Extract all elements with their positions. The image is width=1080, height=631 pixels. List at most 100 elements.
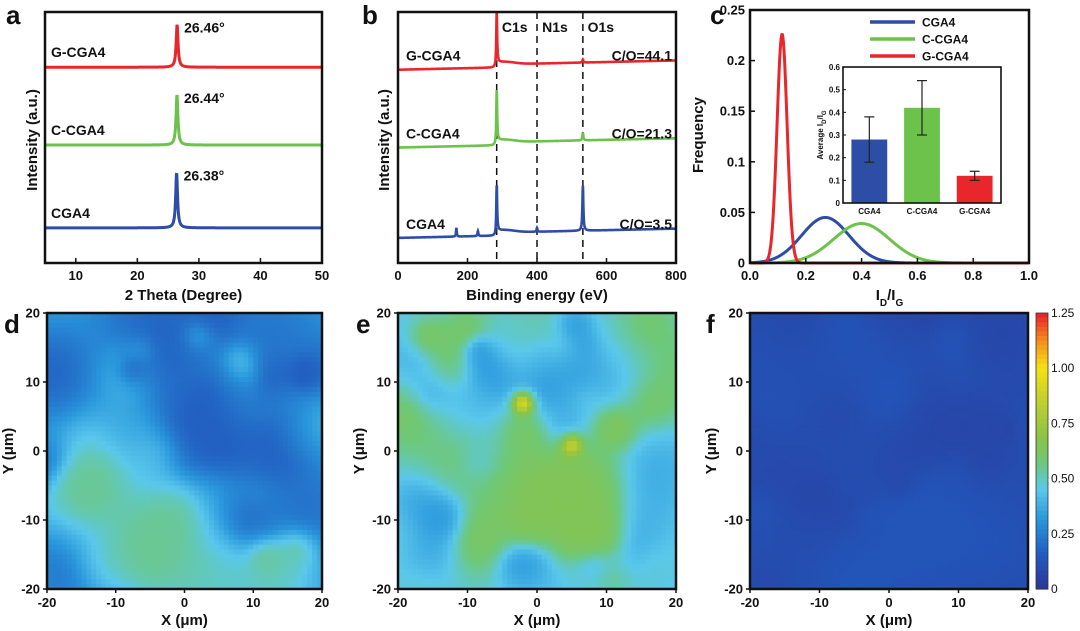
heatmap-cell [312,436,318,442]
heatmap-cell [427,431,434,437]
heatmap-cell [125,426,132,432]
heatmap-cell [437,500,444,506]
heatmap-cell [159,426,166,432]
heatmap-cell [537,446,543,452]
heatmap-cell [105,391,112,398]
heatmap-cell [532,534,538,541]
heatmap-cell [248,347,254,354]
heatmap-cell [282,574,289,580]
heatmap-cell [101,342,107,349]
heatmap-cell [512,539,518,546]
heatmap-cell [457,564,464,570]
heatmap-cell [145,554,151,561]
heatmap-cell [417,406,424,413]
heatmap-cell [292,510,299,516]
heatmap-cell [472,480,479,487]
heatmap-cell [507,559,513,565]
heatmap-cell [467,382,474,388]
heatmap-cell [209,372,215,378]
heatmap-cell [209,520,215,526]
heatmap-cell [115,337,122,344]
heatmap-cell [452,446,459,452]
heatmap-cell [541,347,548,354]
heatmap-cell [447,460,454,467]
heatmap-cell [307,569,313,575]
heatmap-cell [537,584,543,590]
heatmap-cell [402,549,409,556]
heatmap-cell [307,524,313,531]
heatmap-cell [174,524,181,531]
heatmap-cell [120,475,127,482]
heatmap-cell [125,495,132,501]
heatmap-cell [437,421,444,427]
heatmap-cell [209,451,215,457]
heatmap-cell [145,431,151,437]
heatmap-cell [130,544,136,551]
heatmap-cell [427,524,434,531]
heatmap-cell [292,515,299,521]
heatmap-cell [145,455,151,462]
heatmap-cell [437,539,444,546]
heatmap-cell [452,515,459,521]
heatmap-cell [532,584,538,590]
heatmap-cell [174,510,181,516]
heatmap-cell [512,460,518,467]
heatmap-cell [243,357,249,363]
heatmap-cell [267,564,274,570]
heatmap-cell [189,460,195,467]
heatmap-cell [243,460,249,467]
heatmap-cell [437,524,444,531]
heatmap-cell [174,342,181,349]
heatmap-cell [272,465,279,472]
heatmap-cell [467,421,474,427]
heatmap-cell [317,313,323,319]
heatmap-cell [312,431,318,437]
heatmap-cell [164,539,171,546]
heatmap-cell [317,386,323,393]
heatmap-cell [135,500,141,506]
heatmap-cell [442,386,449,393]
heatmap-cell [292,480,299,487]
heatmap-cell [253,490,259,496]
heatmap-cell [194,382,200,388]
heatmap-cell [452,451,459,457]
heatmap-cell [502,579,508,585]
heatmap-cell [517,357,523,363]
heatmap-cell [487,391,493,398]
heatmap-cell [194,396,200,403]
heatmap-cell [218,554,225,561]
heatmap-cell [130,559,136,565]
heatmap-cell [462,382,469,388]
heatmap-cell [204,515,210,521]
heatmap-cell [125,357,132,363]
heatmap-cell [467,451,474,457]
heatmap-cell [417,470,424,477]
heatmap-cell [174,337,181,344]
heatmap-cell [472,396,479,403]
heatmap-cell [417,367,424,373]
heatmap-cell [243,515,249,521]
heatmap-cell [76,357,82,363]
heatmap-cell [277,327,284,334]
heatmap-cell [169,327,176,334]
heatmap-cell [61,574,68,580]
heatmap-cell [169,357,176,363]
heatmap-cell [169,421,176,427]
heatmap-cell [140,411,146,418]
heatmap-cell [437,510,444,516]
heatmap-cell [164,406,171,413]
heatmap-cell [164,411,171,418]
heatmap-cell [402,313,409,319]
heatmap-cell [467,470,474,477]
heatmap-cell [398,495,404,501]
heatmap-cell [277,475,284,482]
heatmap-cell [155,416,161,423]
heatmap-cell [204,554,210,561]
heatmap-cell [248,564,254,570]
heatmap-cell [412,544,419,551]
heatmap-cell [487,485,493,492]
heatmap-cell [267,495,274,501]
heatmap-cell [91,470,97,477]
heatmap-cell [169,317,176,324]
heatmap-cell [407,377,414,383]
